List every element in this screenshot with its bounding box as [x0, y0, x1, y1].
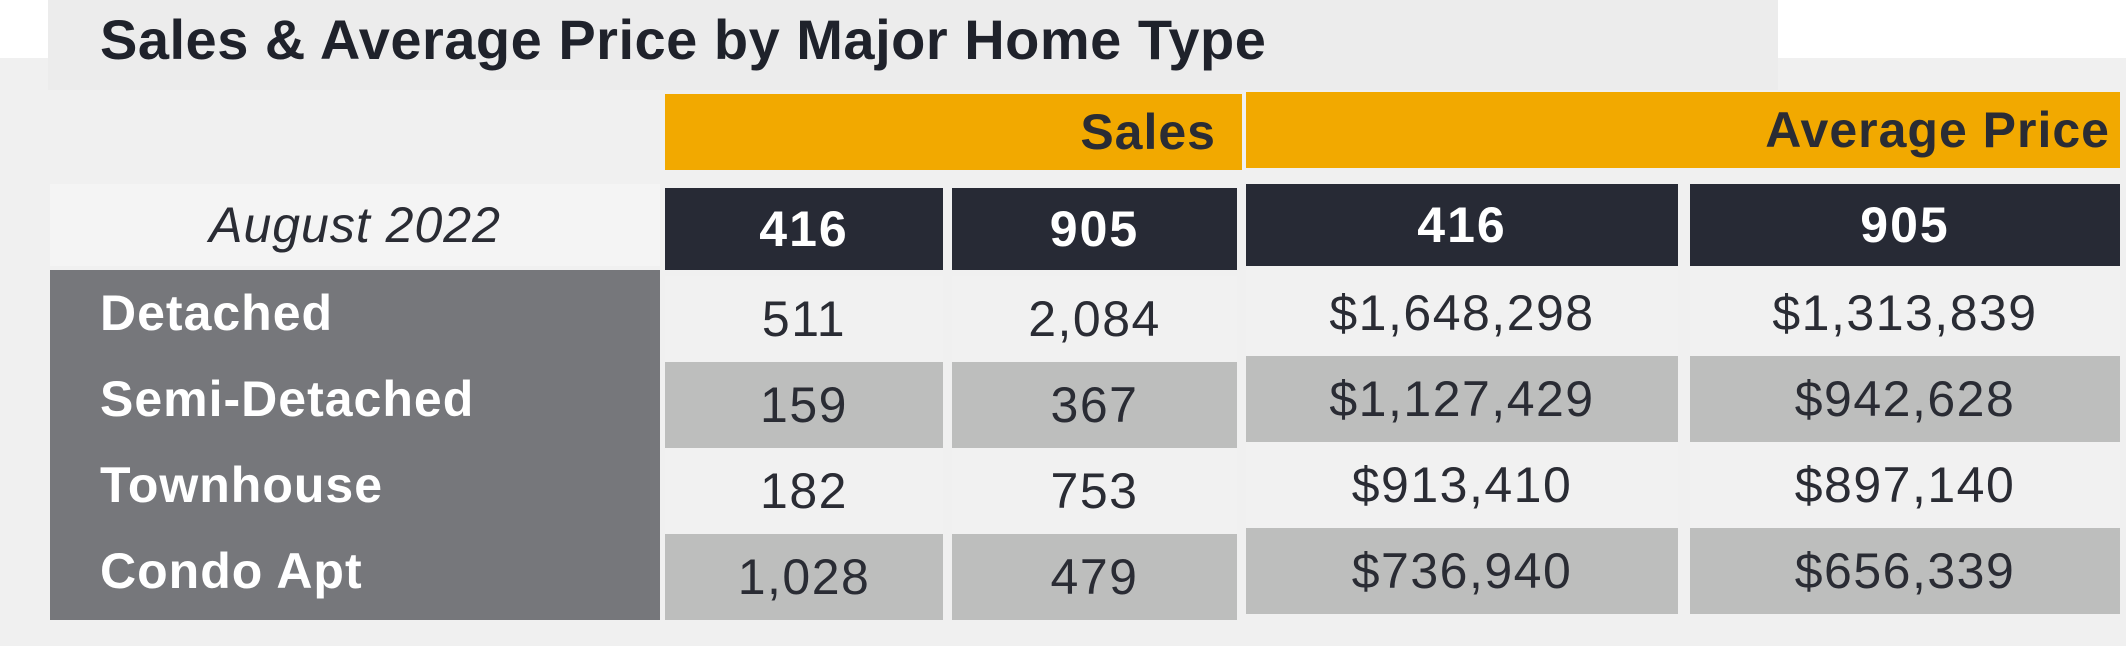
cell-townhouse-price-905: $897,140	[1690, 442, 2120, 528]
cell-townhouse-sales-416: 182	[665, 448, 943, 534]
cell-townhouse-sales-905: 753	[952, 448, 1237, 534]
row-label-detached: Detached	[100, 285, 334, 341]
cell-detached-price-905: $1,313,839	[1690, 270, 2120, 356]
cell-semi-detached-sales-905: 367	[952, 362, 1237, 448]
group-header-sales: Sales	[665, 94, 1242, 170]
row-label-condo-apt: Condo Apt	[100, 543, 363, 599]
title-strip	[48, 0, 1778, 90]
cell-semi-detached-price-416: $1,127,429	[1246, 356, 1678, 442]
column-header-price-905: 905	[1690, 184, 2120, 266]
column-header-sales-905: 905	[952, 188, 1237, 270]
row-label-panel	[50, 270, 660, 620]
cell-condo-apt-price-416: $736,940	[1246, 528, 1678, 614]
row-label-semi-detached: Semi-Detached	[100, 371, 475, 427]
row-label-townhouse: Townhouse	[100, 457, 384, 513]
cell-condo-apt-sales-416: 1,028	[665, 534, 943, 620]
cell-semi-detached-price-905: $942,628	[1690, 356, 2120, 442]
column-header-price-416: 416	[1246, 184, 1678, 266]
cell-townhouse-price-416: $913,410	[1246, 442, 1678, 528]
group-header-average-price: Average Price	[1246, 92, 2120, 168]
period-label: August 2022	[50, 184, 660, 266]
cell-detached-price-416: $1,648,298	[1246, 270, 1678, 356]
column-header-sales-416: 416	[665, 188, 943, 270]
cell-condo-apt-sales-905: 479	[952, 534, 1237, 620]
cell-detached-sales-905: 2,084	[952, 276, 1237, 362]
table-title: Sales & Average Price by Major Home Type	[100, 8, 1267, 71]
cell-condo-apt-price-905: $656,339	[1690, 528, 2120, 614]
cell-semi-detached-sales-416: 159	[665, 362, 943, 448]
cell-detached-sales-416: 511	[665, 276, 943, 362]
